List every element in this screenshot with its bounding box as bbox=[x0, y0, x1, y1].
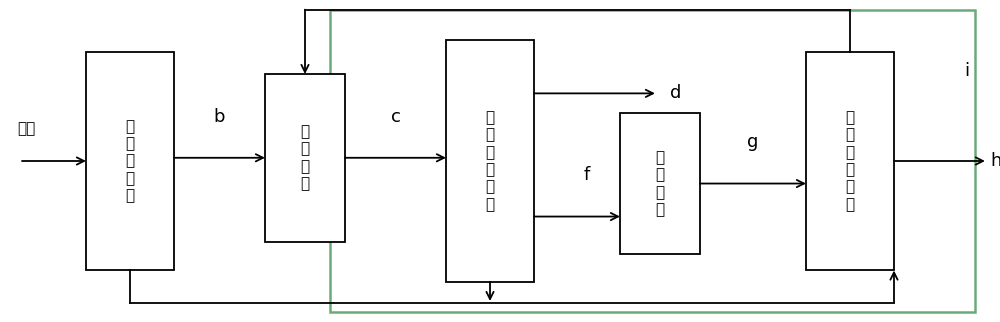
Text: 烯
烃
分
离
工
序: 烯 烃 分 离 工 序 bbox=[485, 110, 495, 212]
Bar bbox=[265, 74, 345, 242]
Text: 原料: 原料 bbox=[17, 121, 35, 136]
Text: a: a bbox=[524, 320, 536, 322]
Text: 加
氢
工
序: 加 氢 工 序 bbox=[655, 150, 665, 217]
Text: d: d bbox=[670, 84, 681, 102]
Bar bbox=[806, 52, 894, 270]
Text: e: e bbox=[484, 319, 496, 322]
Text: i: i bbox=[964, 62, 970, 80]
Text: b: b bbox=[214, 108, 225, 126]
Text: 预
分
离
工
序: 预 分 离 工 序 bbox=[125, 119, 135, 203]
Text: c: c bbox=[391, 108, 400, 126]
Text: f: f bbox=[584, 166, 590, 184]
Bar bbox=[620, 113, 700, 254]
Bar bbox=[86, 52, 174, 270]
Text: h: h bbox=[990, 152, 1000, 170]
Bar bbox=[446, 40, 534, 282]
Text: g: g bbox=[747, 133, 759, 151]
Text: 芳
烃
分
离
工
序: 芳 烃 分 离 工 序 bbox=[845, 110, 855, 212]
Text: 裂
解
工
序: 裂 解 工 序 bbox=[300, 124, 310, 191]
Bar bbox=[330, 10, 975, 312]
